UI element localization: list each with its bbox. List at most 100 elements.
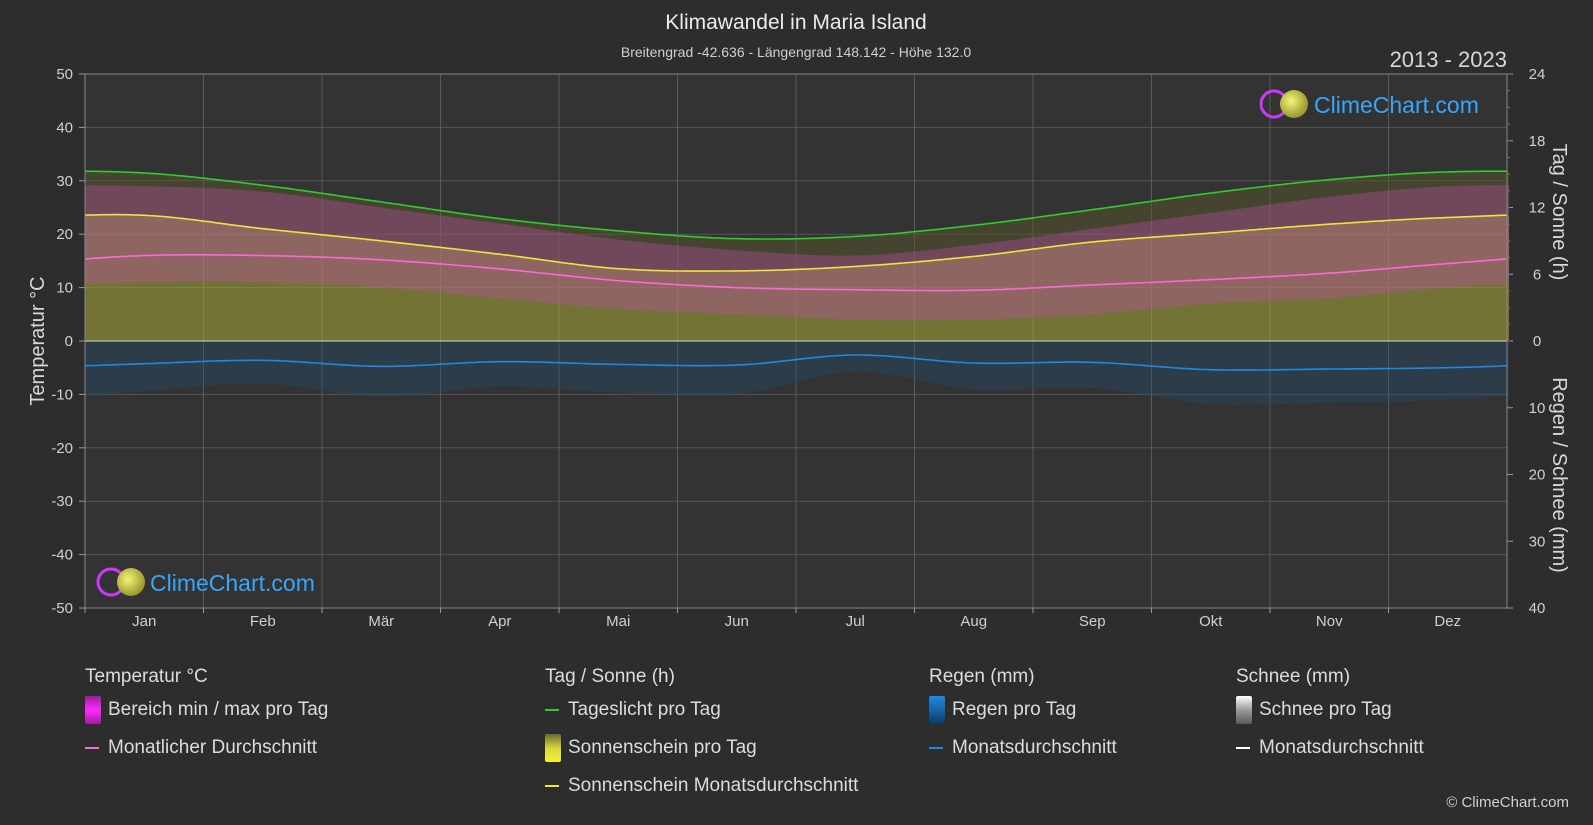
rain-band-mark — [385, 341, 389, 397]
rain-band-mark — [457, 341, 461, 390]
rain-band-mark — [1433, 341, 1437, 401]
daylight-band-mark — [1397, 174, 1401, 220]
temp-range-mark — [569, 233, 573, 306]
daylight-band-mark — [1433, 172, 1437, 219]
temp-range-mark — [601, 237, 605, 308]
rain-band-mark — [117, 341, 121, 393]
temp-range-mark — [709, 248, 713, 314]
daylight-band-mark — [925, 230, 929, 261]
daylight-band-mark — [1373, 175, 1377, 222]
temp-range-mark — [1105, 226, 1109, 314]
daylight-band-mark — [1237, 189, 1241, 231]
temp-range-mark — [997, 241, 1001, 319]
daylight-band-mark — [1261, 186, 1265, 230]
rain-band-mark — [133, 341, 137, 392]
sunshine-band-mark — [241, 226, 245, 341]
temp-range-mark — [909, 251, 913, 321]
daylight-band-mark — [553, 224, 557, 262]
daylight-band-mark — [1125, 204, 1129, 239]
temp-range-mark — [993, 242, 997, 320]
rain-band-mark — [569, 341, 573, 390]
daylight-band-mark — [109, 171, 113, 215]
daylight-band-mark — [329, 194, 333, 236]
rain-band-mark — [273, 341, 277, 385]
rain-band-mark — [681, 341, 685, 396]
daylight-band-mark — [1317, 180, 1321, 225]
series-lines — [84, 170, 1508, 371]
rain-band-mark — [1253, 341, 1257, 405]
temp-range-mark — [333, 200, 337, 285]
daylight-band-mark — [733, 238, 737, 271]
daylight-band-mark — [769, 239, 773, 271]
rain-band-mark — [481, 341, 485, 388]
rain-band-mark — [409, 341, 413, 396]
temp-range-mark — [889, 253, 893, 321]
rain-band-mark — [213, 341, 217, 385]
temp-range-mark — [193, 187, 197, 282]
temp-range-mark — [737, 250, 741, 315]
temp-range-mark — [1373, 191, 1377, 295]
temp-range-mark — [593, 236, 597, 308]
sunshine-band-mark — [1409, 219, 1413, 341]
rain-band-mark — [1377, 341, 1381, 402]
temp-range-mark — [821, 255, 825, 319]
rain-band-mark — [125, 341, 129, 393]
rain-band-mark — [1441, 341, 1445, 400]
sunshine-band-mark — [1453, 217, 1457, 341]
rain-band-mark — [757, 341, 761, 391]
daylight-band-mark — [1021, 219, 1025, 251]
temp-range-mark — [1165, 218, 1169, 308]
sunshine-band-mark — [389, 241, 393, 341]
daylight-band-mark — [593, 228, 597, 267]
sunshine-band-mark — [1437, 217, 1441, 341]
temp-range-mark — [1469, 185, 1473, 287]
rain-band-mark — [505, 341, 509, 387]
temp-range-mark — [1153, 220, 1157, 309]
rain-band-mark — [1225, 341, 1229, 405]
sunshine-band-mark — [1425, 218, 1429, 341]
rain-band-mark — [561, 341, 565, 390]
temp-range-mark — [1045, 235, 1049, 317]
sunshine-band-mark — [329, 235, 333, 341]
sunshine-band-mark — [1033, 248, 1037, 341]
daylight-band-mark — [1485, 171, 1489, 216]
sunshine-band-mark — [1297, 226, 1301, 341]
daylight-band-mark — [897, 233, 901, 264]
rain-band-mark — [729, 341, 733, 395]
daylight-band-mark — [1469, 171, 1473, 217]
temp-range-mark — [121, 185, 125, 283]
daylight-band-mark — [745, 238, 749, 271]
temp-range-mark — [1229, 210, 1233, 303]
daylight-band-mark — [1017, 219, 1021, 252]
rain-band-mark — [1205, 341, 1209, 404]
sunshine-band-mark — [849, 266, 853, 341]
daylight-band-mark — [1141, 202, 1145, 238]
sunshine-band-mark — [757, 270, 761, 341]
sunshine-band-mark — [1185, 234, 1189, 341]
daylight-band-mark — [1113, 206, 1117, 240]
sunshine-band-mark — [633, 269, 637, 341]
temp-range-mark — [1009, 240, 1013, 319]
daylight-band-mark — [653, 233, 657, 271]
daylight-band-mark — [149, 173, 153, 216]
daylight-band-mark — [393, 203, 397, 243]
temp-range-mark — [1237, 208, 1241, 303]
sunshine-band-mark — [433, 246, 437, 341]
sunshine-band-mark — [513, 256, 517, 341]
daylight-band-mark — [993, 222, 997, 255]
daylight-band-mark — [625, 231, 629, 270]
rain-band-mark — [1277, 341, 1281, 405]
daylight-band-mark — [537, 223, 541, 260]
temp-range-mark — [277, 193, 281, 283]
sunshine-band-mark — [1469, 216, 1473, 341]
daylight-band-mark — [249, 183, 253, 228]
rain-band-mark — [1453, 341, 1457, 400]
rain-band-mark — [877, 341, 881, 374]
rain-band-mark — [1229, 341, 1233, 405]
daylight-band-mark — [265, 185, 269, 230]
left-tick-label: -20 — [51, 440, 73, 457]
temp-range-mark — [853, 255, 857, 320]
sunshine-band-mark — [1393, 220, 1397, 341]
sunshine-band-mark — [1417, 218, 1421, 341]
sunshine-band-mark — [121, 214, 125, 341]
